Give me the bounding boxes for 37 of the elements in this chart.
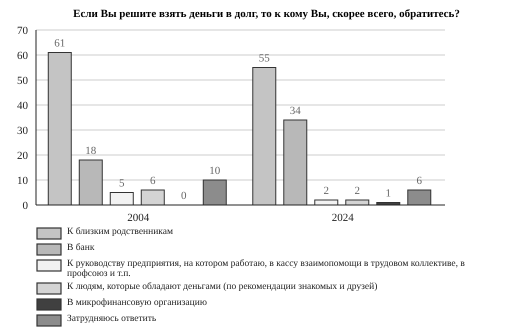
chart-title: Если Вы решите взять деньги в долг, то к кому Вы, скорее всего, обратитесь? [72,8,461,22]
legend-label: К близким родственникам [67,227,173,237]
data-label: 61 [54,38,66,50]
bar [407,190,432,205]
data-label: 55 [258,52,270,64]
y-tick-label: 20 [17,150,28,162]
data-label: 2 [354,185,360,197]
bar [314,200,338,205]
bar [202,180,227,205]
data-label: 1 [386,188,392,200]
legend-label: В микрофинансовую организацию [67,298,207,308]
legend-label: К руководству предприятия, на котором работаю, в кассу взаимопомощи в трудовом коллективе, в профсоюз и т.п. [67,259,466,279]
legend-label: В банк [67,243,94,253]
y-tick-label: 70 [17,24,28,37]
bar [78,160,103,205]
y-tick-label: 40 [17,100,28,112]
bar [140,190,165,205]
data-label: 2 [324,185,330,197]
legend-label: К людям, которые обладают деньгами (по рекомендации знакомых и друзей) [67,282,378,292]
y-tick-label: 0 [22,200,28,212]
x-tick-label: 2004 [127,212,150,224]
x-tick-label: 2024 [332,212,354,224]
legend-label: Затрудняюсь ответить [67,314,156,324]
data-label: 10 [209,165,221,177]
y-tick-label: 50 [17,74,28,87]
y-tick-label: 10 [17,174,28,187]
bar [110,192,134,205]
bar [345,200,370,205]
data-label: 34 [290,105,302,117]
data-label: 5 [119,178,126,190]
data-label: 0 [181,190,188,202]
bar [283,120,308,205]
data-label: 18 [85,145,97,157]
data-label: 6 [416,175,423,187]
data-label: 6 [150,175,156,187]
y-tick-label: 30 [17,124,28,137]
y-tick-label: 60 [17,50,28,62]
